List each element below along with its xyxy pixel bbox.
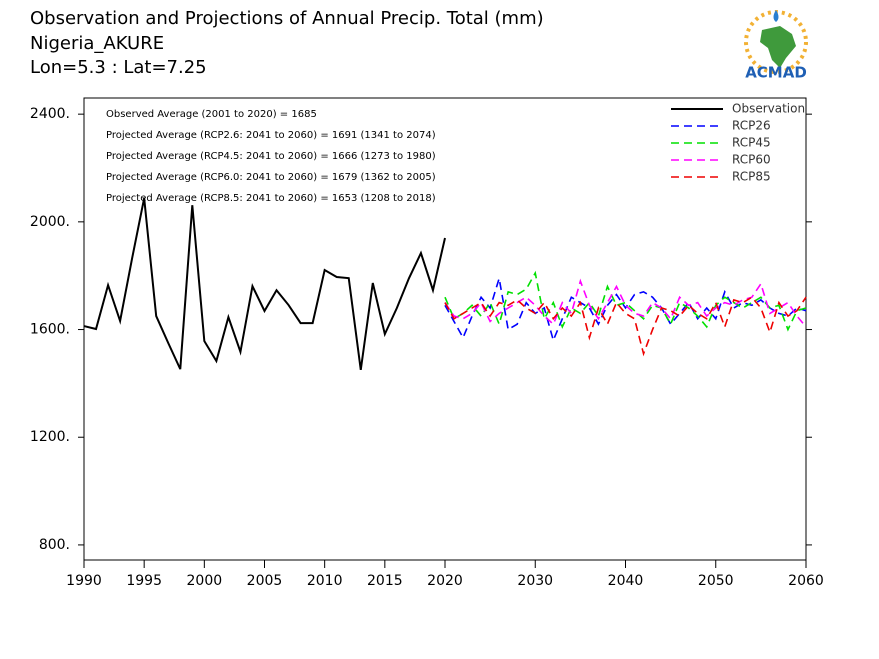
annotation: Projected Average (RCP8.5: 2041 to 2060)… — [106, 193, 436, 204]
x-tick-label: 2010 — [307, 573, 343, 589]
y-tick-label: 1200. — [30, 429, 70, 445]
legend-label: RCP26 — [732, 119, 771, 133]
x-tick-label: 1990 — [66, 573, 102, 589]
annotation: Projected Average (RCP2.6: 2041 to 2060)… — [106, 130, 436, 141]
y-tick-label: 2000. — [30, 214, 70, 230]
x-tick-label: 2015 — [367, 573, 403, 589]
logo-drop — [773, 10, 779, 22]
legend-label: Observation — [732, 102, 805, 116]
logo: ACMAD — [744, 10, 808, 82]
logo-text: ACMAD — [745, 64, 807, 82]
y-tick-label: 1600. — [30, 322, 70, 338]
legend-label: RCP85 — [732, 170, 771, 184]
annotation: Projected Average (RCP6.0: 2041 to 2060)… — [106, 172, 436, 183]
x-tick-label: 2060 — [788, 573, 824, 589]
plot-frame — [83, 97, 807, 561]
x-tick-label: 2005 — [247, 573, 283, 589]
logo-africa — [760, 26, 796, 68]
x-tick-label: 2050 — [698, 573, 734, 589]
series-line — [83, 197, 446, 371]
legend-label: RCP45 — [732, 136, 771, 150]
annotation: Observed Average (2001 to 2020) = 1685 — [106, 109, 317, 120]
x-tick-label: 2040 — [608, 573, 644, 589]
chart-location: Lon=5.3 : Lat=7.25 — [30, 57, 207, 78]
chart-subtitle: Nigeria_AKURE — [30, 33, 164, 54]
x-tick-label: 2030 — [517, 573, 553, 589]
x-tick-label: 2000 — [187, 573, 223, 589]
y-tick-label: 2400. — [30, 106, 70, 122]
series-line — [444, 296, 807, 357]
x-tick-label: 1995 — [126, 573, 162, 589]
legend-label: RCP60 — [732, 153, 771, 167]
series-line — [444, 270, 807, 332]
annotation: Projected Average (RCP4.5: 2041 to 2060)… — [106, 151, 436, 162]
series-line — [444, 278, 807, 343]
x-tick-label: 2020 — [427, 573, 463, 589]
y-tick-label: 800. — [39, 537, 70, 553]
chart-title: Observation and Projections of Annual Pr… — [30, 8, 544, 29]
